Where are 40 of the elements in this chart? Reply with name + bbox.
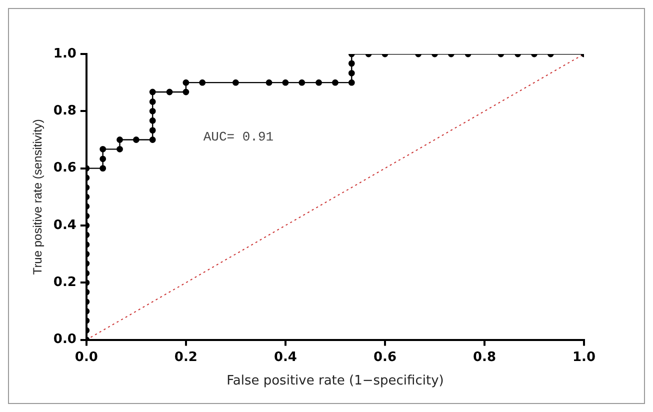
annotation: AUC= 0.91 bbox=[203, 129, 274, 144]
point bbox=[298, 79, 306, 86]
y-axis-title: True positive rate (sensitivity) bbox=[30, 119, 45, 275]
y-tick-label: 0.8 bbox=[53, 104, 76, 119]
point bbox=[199, 79, 206, 86]
x-tick-label: 0.6 bbox=[373, 350, 396, 365]
point bbox=[232, 79, 239, 86]
point bbox=[100, 165, 106, 172]
x-tick-label: 1.0 bbox=[572, 350, 596, 365]
point bbox=[149, 108, 156, 114]
point bbox=[149, 127, 156, 134]
point bbox=[116, 136, 123, 143]
y-tick-label: 0.6 bbox=[53, 160, 76, 176]
point bbox=[316, 79, 322, 86]
y-tick-label: 0.2 bbox=[53, 275, 76, 290]
point bbox=[182, 79, 190, 86]
point bbox=[100, 156, 106, 162]
x-tick-label: 0.8 bbox=[472, 350, 496, 365]
point bbox=[348, 79, 355, 86]
y-tick-label: 0.4 bbox=[53, 218, 76, 233]
y-tick-label: 0.0 bbox=[53, 332, 76, 348]
point bbox=[149, 98, 156, 105]
y-tick-label: 1.0 bbox=[53, 46, 76, 62]
point bbox=[149, 117, 156, 124]
point bbox=[166, 88, 173, 96]
point bbox=[282, 79, 289, 86]
point bbox=[266, 79, 272, 86]
x-tick-label: 0.0 bbox=[74, 350, 98, 365]
point bbox=[149, 88, 156, 96]
point bbox=[332, 79, 338, 86]
point bbox=[132, 136, 140, 143]
point bbox=[348, 60, 355, 67]
x-tick-label: 0.2 bbox=[174, 350, 198, 365]
point bbox=[116, 146, 123, 152]
point bbox=[100, 146, 106, 152]
x-axis-title: False positive rate (1−specificity) bbox=[226, 374, 444, 389]
point bbox=[182, 88, 190, 96]
x-tick-label: 0.4 bbox=[274, 350, 297, 365]
point bbox=[149, 136, 156, 143]
point bbox=[348, 70, 355, 76]
